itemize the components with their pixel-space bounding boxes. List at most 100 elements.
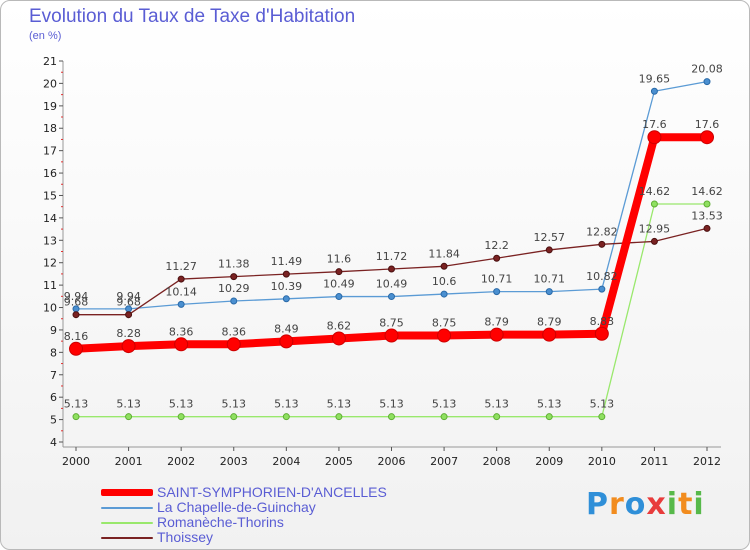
legend-swatch (101, 537, 153, 539)
data-point (72, 413, 80, 421)
logo-letter: o (624, 487, 647, 522)
logo-letter: x (646, 487, 667, 522)
x-tick-label: 2000 (62, 455, 90, 468)
data-label: 11.72 (376, 250, 408, 263)
data-label: 14.62 (639, 185, 671, 198)
data-label: 8.83 (590, 315, 615, 328)
legend-label: La Chapelle-de-Guinchay (157, 499, 316, 515)
data-label: 8.79 (537, 316, 562, 329)
data-point (545, 413, 553, 421)
data-label: 5.13 (590, 398, 615, 411)
series-1 (72, 78, 711, 313)
data-point (650, 87, 658, 95)
data-point (703, 224, 711, 232)
data-label: 5.13 (169, 398, 194, 411)
x-tick-label: 2005 (325, 455, 353, 468)
x-tick-label: 2009 (535, 455, 563, 468)
data-label: 8.28 (116, 327, 141, 340)
data-label: 13.53 (691, 209, 723, 222)
data-point (598, 413, 606, 421)
data-label: 8.36 (169, 325, 194, 338)
data-point (700, 130, 714, 145)
data-label: 10.71 (481, 273, 513, 286)
data-point (72, 311, 80, 319)
data-point (598, 240, 606, 248)
data-label: 12.82 (586, 225, 618, 238)
series-3 (72, 224, 711, 319)
y-tick-label: 12 (43, 257, 57, 270)
x-tick-label: 2008 (483, 455, 511, 468)
data-label: 11.49 (271, 255, 303, 268)
legend-label: Romanèche-Thorins (157, 514, 284, 530)
data-label: 8.36 (222, 325, 247, 338)
logo-letter: t (678, 487, 694, 522)
data-point (282, 270, 290, 278)
data-point (174, 337, 189, 352)
data-label: 9.68 (116, 296, 141, 309)
data-point (703, 78, 711, 86)
data-label: 8.75 (432, 317, 457, 330)
data-label: 10.71 (534, 273, 566, 286)
data-point (493, 254, 501, 262)
data-point (545, 288, 553, 296)
data-point (331, 331, 346, 346)
data-point (440, 290, 448, 298)
data-point (542, 327, 557, 342)
data-point (282, 413, 290, 421)
y-tick-label: 9 (50, 324, 57, 337)
x-tick-label: 2012 (693, 455, 721, 468)
y-tick-label: 4 (50, 436, 57, 449)
chart-title: Evolution du Taux de Taxe d'Habitation (29, 6, 356, 27)
data-label: 9.68 (64, 296, 89, 309)
y-tick-label: 21 (43, 55, 57, 68)
data-label: 5.13 (64, 398, 89, 411)
data-label: 5.13 (116, 398, 141, 411)
data-point (493, 413, 501, 421)
data-point (121, 339, 136, 354)
data-point (388, 413, 395, 421)
logo-letter: r (609, 487, 625, 522)
data-point (384, 328, 399, 343)
y-tick-label: 17 (43, 145, 57, 158)
data-label: 20.08 (691, 63, 723, 76)
data-label: 8.75 (379, 317, 404, 330)
data-label: 5.13 (379, 398, 404, 411)
data-point (489, 327, 504, 342)
data-point (335, 293, 343, 301)
data-label: 11.27 (165, 260, 197, 273)
x-tick-label: 2001 (115, 455, 143, 468)
data-point (437, 328, 452, 343)
x-tick-label: 2003 (220, 455, 248, 468)
data-label: 9.94 (64, 290, 89, 303)
logo-letter: i (693, 487, 705, 522)
data-label: 10.82 (586, 270, 618, 283)
data-point (388, 293, 395, 301)
data-label: 12.57 (534, 231, 566, 244)
data-point (230, 297, 238, 305)
x-tick-label: 2007 (430, 455, 458, 468)
data-point (650, 200, 658, 208)
data-point (493, 288, 501, 296)
data-point (594, 326, 609, 341)
data-point (125, 413, 133, 421)
data-label: 8.79 (484, 316, 509, 329)
y-tick-label: 19 (43, 100, 57, 113)
x-tick-label: 2010 (588, 455, 616, 468)
data-label: 5.13 (327, 398, 352, 411)
x-tick-label: 2004 (272, 455, 300, 468)
data-point (388, 265, 395, 273)
data-label: 12.95 (639, 222, 671, 235)
data-point (177, 275, 185, 283)
data-label: 5.13 (222, 398, 247, 411)
proxiti-logo: Proxiti (586, 487, 705, 522)
data-label: 5.13 (274, 398, 299, 411)
data-point (650, 237, 658, 245)
x-tick-label: 2011 (640, 455, 668, 468)
data-point (230, 273, 238, 281)
data-point (282, 295, 290, 303)
data-point (598, 285, 606, 293)
chart-axes: 4 5 6 7 8 9 10 11 12 13 14 15 16 17 18 19 20 21 2000 2001 20… (43, 55, 721, 468)
legend-swatch (101, 522, 153, 524)
